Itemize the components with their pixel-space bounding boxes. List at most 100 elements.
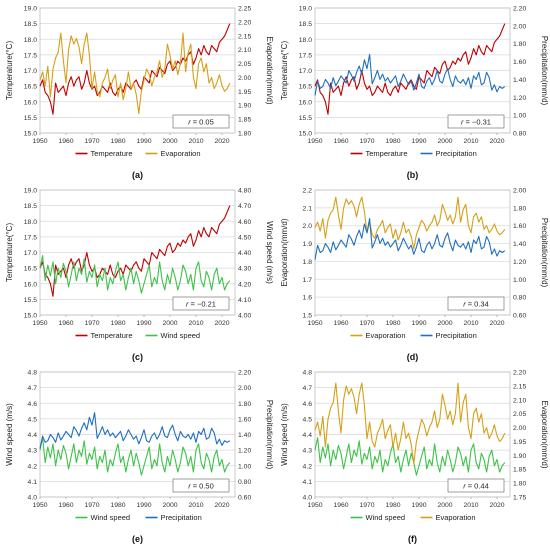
y-left-tick-label: 19.0 bbox=[24, 6, 37, 13]
y-right-tick-label: 2.00 bbox=[238, 75, 251, 82]
correlation-box bbox=[447, 296, 505, 311]
y-right-tick-label: 1.80 bbox=[238, 131, 251, 138]
x-tick-label: 1950 bbox=[32, 320, 47, 327]
y-right-tick-label: 1.80 bbox=[513, 205, 526, 212]
plot-area bbox=[314, 7, 511, 134]
y-left-tick-label: 4.6 bbox=[303, 401, 313, 408]
y-right-tick-label: 1.60 bbox=[238, 416, 251, 423]
y-right-tick-label: 1.95 bbox=[238, 89, 251, 96]
y-left-tick-label: 18.0 bbox=[24, 37, 37, 44]
correlation-value: = 0.50 bbox=[193, 482, 214, 491]
y-right-tick-label: 2.10 bbox=[238, 47, 251, 54]
panel-label: (b) bbox=[407, 170, 419, 180]
correlation-symbol: r bbox=[186, 300, 189, 309]
y-left-tick-label: 18.5 bbox=[24, 21, 37, 28]
legend-label: Wind speed bbox=[366, 513, 406, 522]
y-left-tick-label: 18.0 bbox=[24, 219, 37, 226]
y-right-axis-label: Evaporation(mm/d) bbox=[265, 36, 274, 104]
y-right-tick-label: 1.40 bbox=[513, 77, 526, 84]
y-right-tick-label: 4.80 bbox=[238, 188, 251, 195]
correlation-box bbox=[447, 114, 505, 129]
y-left-tick-label: 2.1 bbox=[303, 205, 313, 212]
panel-label: (c) bbox=[132, 352, 143, 362]
y-left-tick-label: 15.0 bbox=[24, 131, 37, 138]
y-right-tick-label: 1.20 bbox=[238, 448, 251, 455]
y-left-axis-label: Temperature(°C) bbox=[5, 41, 14, 101]
y-right-tick-label: 4.10 bbox=[238, 297, 251, 304]
panel-label: (e) bbox=[132, 534, 143, 544]
correlation-label: r = −0.21 bbox=[186, 300, 216, 309]
series-line-evaporation bbox=[314, 196, 506, 250]
y-right-tick-label: 1.95 bbox=[513, 439, 526, 446]
y-right-axis-label: Precipitation(mm/d) bbox=[540, 36, 549, 106]
y-left-tick-label: 1.9 bbox=[303, 241, 313, 248]
y-right-tick-label: 4.40 bbox=[238, 250, 251, 257]
y-right-axis-label: Precipitation(mm/d) bbox=[540, 218, 549, 288]
y-left-axis-label: Evaporation(mm/d) bbox=[280, 218, 289, 286]
x-tick-label: 1970 bbox=[84, 320, 99, 327]
panel-label: (f) bbox=[408, 534, 417, 544]
y-right-tick-label: 1.00 bbox=[513, 113, 526, 120]
series-line-temperature bbox=[39, 23, 231, 115]
y-right-tick-label: 1.60 bbox=[513, 59, 526, 66]
y-right-tick-label: 2.15 bbox=[513, 383, 526, 390]
y-left-tick-label: 19.0 bbox=[299, 6, 312, 13]
x-tick-label: 1980 bbox=[385, 320, 400, 327]
x-tick-label: 1960 bbox=[333, 138, 348, 145]
correlation-symbol: r bbox=[461, 118, 464, 127]
y-left-tick-label: 4.0 bbox=[303, 495, 313, 502]
x-tick-label: 1970 bbox=[359, 320, 374, 327]
legend-label: Precipitation bbox=[436, 331, 477, 340]
y-left-tick-label: 4.1 bbox=[303, 479, 313, 486]
x-tick-label: 2000 bbox=[162, 502, 177, 509]
x-tick-label: 2000 bbox=[437, 320, 452, 327]
y-left-tick-label: 19.0 bbox=[24, 188, 37, 195]
y-left-tick-label: 4.0 bbox=[28, 495, 38, 502]
plot-area bbox=[39, 7, 236, 134]
y-right-tick-label: 4.60 bbox=[238, 219, 251, 226]
chart-panel-6: 4.0 4.1 4.2 4.3 4.4 4.5 4.6 4.7 4.8 1.75 1.80 1.85 1… bbox=[280, 370, 549, 545]
y-right-tick-label: 4.00 bbox=[238, 313, 251, 320]
legend-label: Temperature bbox=[91, 331, 133, 340]
y-right-tick-label: 1.80 bbox=[238, 401, 251, 408]
plot-area bbox=[39, 189, 236, 316]
y-left-tick-label: 16.0 bbox=[24, 99, 37, 106]
y-right-tick-label: 2.10 bbox=[513, 397, 526, 404]
y-left-tick-label: 2.2 bbox=[303, 188, 313, 195]
y-right-tick-label: 0.60 bbox=[238, 495, 251, 502]
legend-label: Temperature bbox=[366, 149, 408, 158]
y-left-tick-label: 18.0 bbox=[299, 37, 312, 44]
x-tick-label: 2010 bbox=[463, 502, 478, 509]
x-tick-label: 1950 bbox=[32, 138, 47, 145]
x-tick-label: 1970 bbox=[359, 502, 374, 509]
plot-area bbox=[39, 371, 236, 498]
y-left-axis-label: Temperature(°C) bbox=[5, 223, 14, 283]
x-tick-label: 1980 bbox=[110, 320, 125, 327]
correlation-value: = −0.31 bbox=[466, 118, 491, 127]
correlation-value: = 0.34 bbox=[468, 300, 489, 309]
y-left-tick-label: 15.5 bbox=[24, 115, 37, 122]
y-right-tick-label: 0.80 bbox=[513, 131, 526, 138]
y-right-tick-label: 2.00 bbox=[513, 425, 526, 432]
chart-panel-5: 4.0 4.1 4.2 4.3 4.4 4.5 4.6 4.7 4.8 0.60 0.80 1.00 1… bbox=[5, 370, 274, 545]
correlation-symbol: r bbox=[188, 482, 191, 491]
x-tick-label: 1980 bbox=[110, 502, 125, 509]
y-right-tick-label: 1.40 bbox=[238, 432, 251, 439]
y-left-tick-label: 15.0 bbox=[24, 313, 37, 320]
y-left-tick-label: 4.5 bbox=[28, 416, 38, 423]
x-tick-label: 2000 bbox=[162, 320, 177, 327]
y-left-axis-label: Wind speed (m/s) bbox=[280, 403, 289, 466]
x-tick-label: 1950 bbox=[307, 320, 322, 327]
series-line-temperature bbox=[39, 205, 231, 297]
y-right-tick-label: 4.30 bbox=[238, 266, 251, 273]
correlation-symbol: r bbox=[463, 300, 466, 309]
chart-panel-3: 15.0 15.5 16.0 16.5 17.0 17.5 18.0 18.5 19.0 4.00… bbox=[5, 188, 274, 363]
series-line-wind-speed bbox=[39, 255, 231, 294]
y-right-tick-label: 2.20 bbox=[238, 370, 251, 377]
x-tick-label: 2010 bbox=[463, 320, 478, 327]
y-left-tick-label: 4.7 bbox=[28, 385, 38, 392]
y-left-axis-label: Temperature(°C) bbox=[280, 41, 289, 101]
correlation-label: r = 0.50 bbox=[188, 482, 214, 491]
y-right-tick-label: 2.20 bbox=[238, 19, 251, 26]
x-tick-label: 1970 bbox=[84, 138, 99, 145]
